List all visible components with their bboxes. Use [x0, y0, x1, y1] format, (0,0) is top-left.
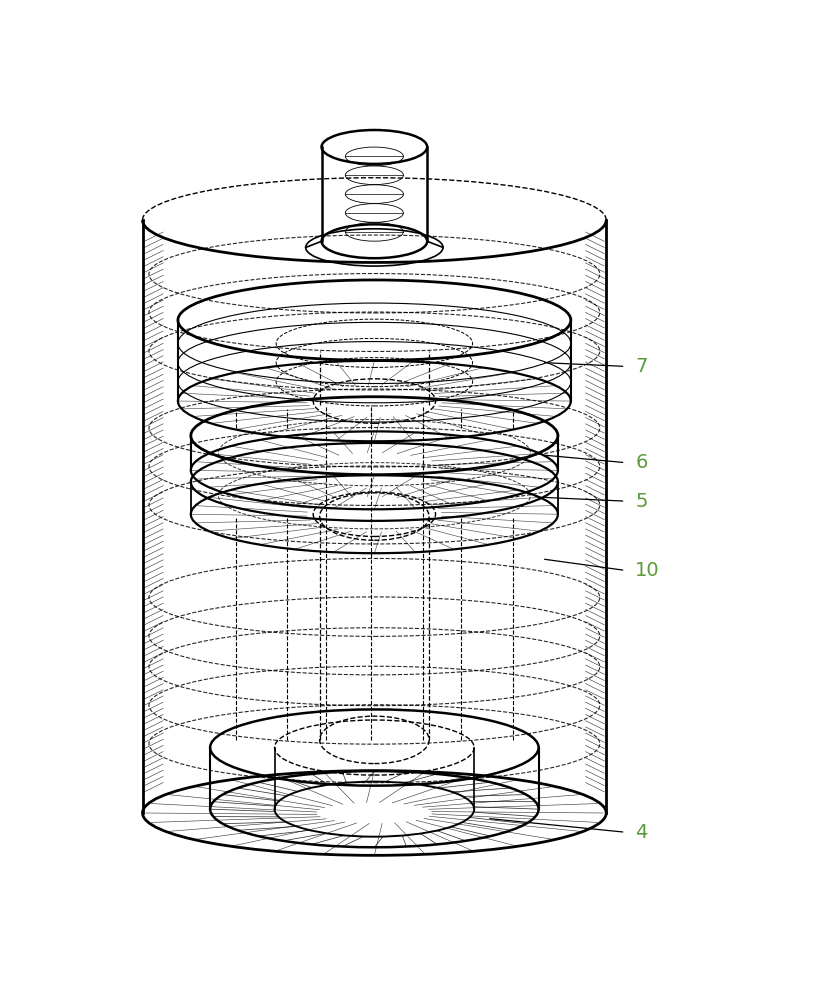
- Text: 4: 4: [635, 823, 647, 842]
- Text: 6: 6: [635, 453, 647, 472]
- Text: 5: 5: [635, 492, 647, 511]
- Text: 7: 7: [635, 357, 647, 376]
- Text: 10: 10: [635, 561, 660, 580]
